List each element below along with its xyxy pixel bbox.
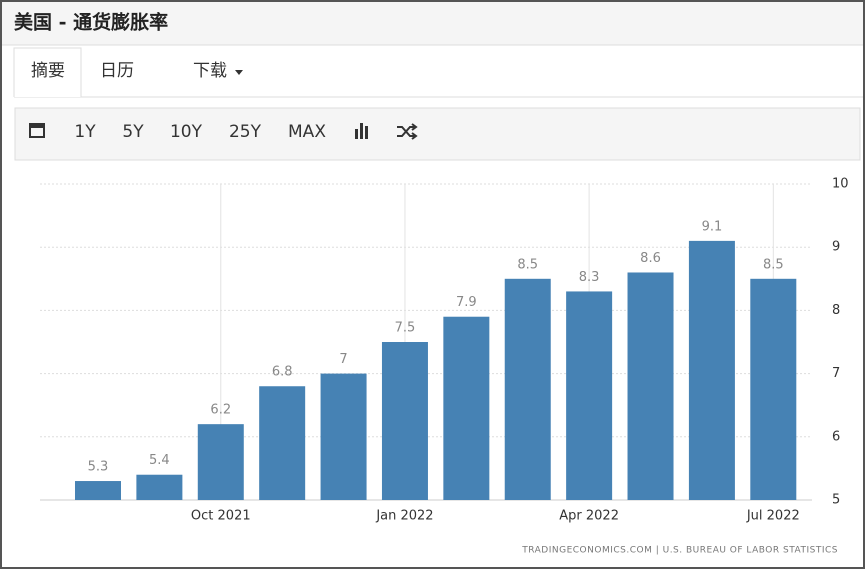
bar (381, 342, 428, 500)
icon-bar (365, 126, 368, 139)
x-tick-label: Apr 2022 (559, 509, 619, 524)
bar (443, 316, 490, 500)
bar (320, 373, 367, 500)
range-button[interactable]: 5Y (122, 122, 144, 142)
data-label: 6.8 (272, 365, 293, 380)
bar (197, 424, 244, 500)
x-tick-label: Jan 2022 (375, 509, 433, 524)
header-bar (2, 2, 863, 45)
calendar-icon[interactable] (29, 123, 45, 138)
data-label: 7.5 (395, 321, 416, 336)
data-label: 7.9 (456, 295, 477, 310)
y-tick-label: 9 (832, 240, 840, 255)
icon-bar (360, 123, 363, 139)
bar (74, 481, 121, 500)
data-label: 7 (339, 352, 347, 367)
data-label: 6.2 (210, 403, 231, 418)
tab[interactable]: 摘要 (31, 61, 65, 81)
y-tick-label: 7 (832, 366, 840, 381)
data-label: 8.5 (517, 257, 538, 272)
y-tick-label: 6 (832, 429, 840, 444)
bar (136, 474, 183, 500)
page-title: 美国 - 通货膨胀率 (14, 11, 168, 34)
icon-bar (355, 129, 358, 139)
bar (504, 278, 551, 500)
data-label: 8.6 (640, 251, 661, 266)
source: TRADINGECONOMICS.COM | U.S. BUREAU OF LA… (521, 546, 838, 556)
data-label: 8.5 (763, 257, 784, 272)
x-tick-label: Oct 2021 (191, 509, 251, 524)
bar (627, 272, 674, 500)
y-tick-label: 8 (832, 303, 840, 318)
x-tick-label: Jul 2022 (746, 509, 800, 524)
tab[interactable]: 下载 (193, 61, 227, 81)
bar (750, 278, 797, 500)
bar (259, 386, 306, 500)
bar (566, 291, 613, 500)
y-tick-label: 5 (832, 493, 840, 508)
bar (688, 240, 735, 500)
data-label: 8.3 (579, 270, 600, 285)
data-label: 5.4 (149, 453, 170, 468)
range-button[interactable]: 10Y (170, 122, 203, 142)
shuffle-icon[interactable] (397, 123, 418, 140)
dropdown-caret (235, 70, 243, 75)
y-tick-label: 10 (832, 177, 849, 192)
range-button[interactable]: MAX (288, 122, 326, 142)
data-label: 9.1 (702, 219, 723, 234)
bar-icon[interactable] (355, 123, 368, 139)
active-tab (13, 47, 82, 97)
data-label: 5.3 (88, 460, 109, 475)
calendar-face (31, 128, 43, 136)
tab[interactable]: 日历 (100, 61, 134, 81)
range-button[interactable]: 1Y (74, 122, 96, 142)
toolbar (14, 107, 861, 161)
range-button[interactable]: 25Y (229, 122, 262, 142)
